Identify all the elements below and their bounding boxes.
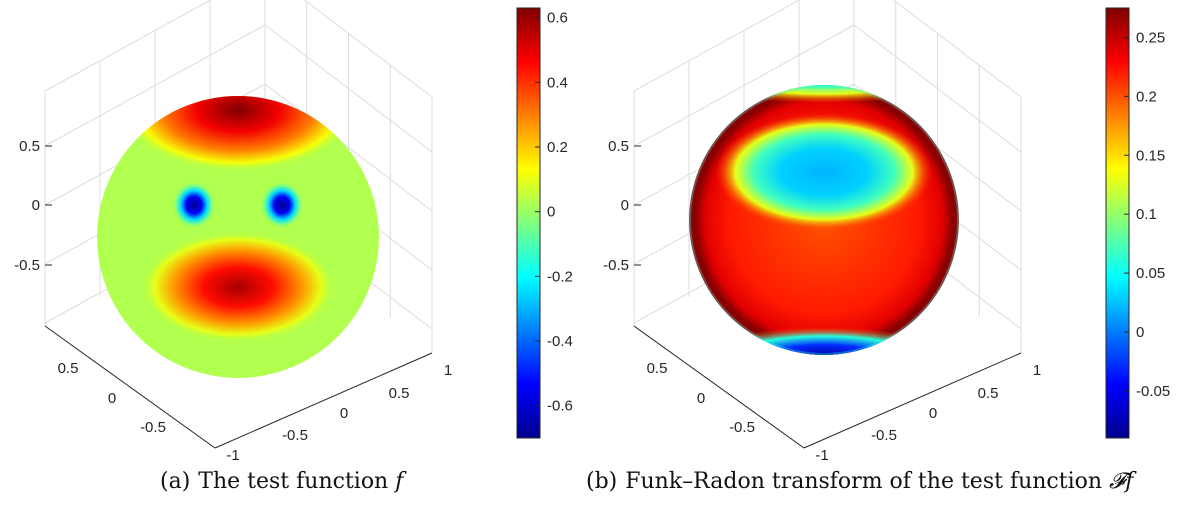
a-y-tick-label-0: 1 (444, 362, 452, 379)
a-forehead-band (120, 96, 356, 172)
b-x-axis-line (633, 325, 805, 449)
b-x-tick-label-1: 0 (697, 390, 705, 407)
b-sphere-rim (689, 85, 959, 355)
panel-funk-radon: 0.5 0 -0.5 0.5 0 -0.5 1 0.5 0 -0.5 -1 0.25 0.2 0.15 0.… (586, 0, 1178, 509)
b-grid-h-left-0 (633, 24, 855, 147)
b-y-tick-label-2: 0 (929, 405, 937, 422)
a-z-tick-label-1: 0 (32, 197, 40, 214)
a-grid-h-right-0 (264, 24, 433, 153)
b-colorbar-tick-label-2: 0.15 (1136, 147, 1165, 164)
caption-a-text: The test function (198, 469, 396, 494)
a-colorbar-tick-label-1: 0.4 (547, 74, 568, 91)
a-y-tick-label-4: -1 (226, 447, 239, 464)
a-y-tick-label-1: 0.5 (389, 385, 410, 402)
a-colorbar-tick-label-5: -0.4 (547, 333, 573, 350)
a-colorbar-tick-label-2: 0.2 (547, 139, 568, 156)
a-colorbar (516, 7, 541, 439)
a-x-tick-label-1: 0 (108, 390, 116, 407)
a-y-axis-line (214, 352, 433, 449)
b-colorbar (1105, 7, 1130, 439)
b-y-tick-label-3: -0.5 (871, 427, 897, 444)
b-y-tick-label-0: 1 (1033, 362, 1041, 379)
a-colorbar-tick-label-3: 0 (547, 204, 555, 221)
a-x-tick-label-2: -0.5 (140, 419, 166, 436)
a-z-tick-label-2: -0.5 (14, 257, 40, 274)
b-y-tick-label-4: -1 (815, 447, 828, 464)
a-x-tick-label-0: 0.5 (58, 360, 79, 377)
b-colorbar-tick-label-5: 0 (1136, 324, 1144, 341)
b-y-axis-line (803, 352, 1022, 449)
caption-b-tag: (b) (586, 469, 618, 494)
surface-plot-test-function: 0.5 0 -0.5 0.5 0 -0.5 1 0.5 0 -0.5 -1 0.6 0.4 0.2 0 -0.… (14, 0, 573, 464)
caption-b-text: Funk–Radon transform of the test functio… (625, 469, 1110, 494)
b-upper-low-region (716, 114, 932, 230)
a-y-tick-label-2: 0 (340, 405, 348, 422)
b-colorbar-tick-label-0: 0.25 (1136, 29, 1165, 46)
a-colorbar-tick-label-6: -0.6 (547, 398, 573, 415)
a-mouth-region (140, 231, 336, 343)
caption-a-tag: (a) (160, 469, 191, 494)
b-sphere-surface (689, 85, 959, 355)
a-grid-h-right-1 (264, 83, 433, 212)
caption-a-math: f (395, 469, 404, 494)
a-colorbar-tick-label-0: 0.6 (547, 10, 568, 27)
b-x-tick-label-2: -0.5 (729, 419, 755, 436)
a-grid-h-left-0 (44, 24, 266, 147)
b-grid-h-right-0 (853, 24, 1022, 153)
b-y-tick-label-1: 0.5 (978, 385, 999, 402)
b-z-tick-label-1: 0 (621, 197, 629, 214)
caption-a: (a) The test function f (160, 469, 403, 494)
caption-b-math: 𝓕f (1109, 469, 1134, 494)
a-y-tick-label-3: -0.5 (282, 427, 308, 444)
caption-b: (b) Funk–Radon transform of the test func… (586, 469, 1133, 494)
surface-plot-funk-radon: 0.5 0 -0.5 0.5 0 -0.5 1 0.5 0 -0.5 -1 0.25 0.2 0.15 0.… (603, 0, 1170, 464)
b-colorbar-tick-label-4: 0.05 (1136, 265, 1165, 282)
a-left-eye (172, 181, 216, 229)
b-colorbar-tick-label-6: -0.05 (1136, 383, 1170, 400)
b-x-tick-label-0: 0.5 (647, 360, 668, 377)
a-x-axis-line (44, 325, 216, 449)
panel-test-function: 0.5 0 -0.5 0.5 0 -0.5 1 0.5 0 -0.5 -1 0.6 0.4 0.2 0 -0.… (0, 0, 589, 509)
b-bottom-low-band (696, 327, 952, 355)
a-z-tick-label-0: 0.5 (19, 138, 40, 155)
b-colorbar-tick-label-3: 0.1 (1136, 206, 1157, 223)
a-right-eye (260, 181, 304, 229)
b-colorbar-tick-label-1: 0.2 (1136, 88, 1157, 105)
b-z-tick-label-2: -0.5 (603, 257, 629, 274)
a-sphere-surface (97, 96, 379, 378)
a-colorbar-tick-label-4: -0.2 (547, 268, 573, 285)
b-z-tick-label-0: 0.5 (608, 138, 629, 155)
